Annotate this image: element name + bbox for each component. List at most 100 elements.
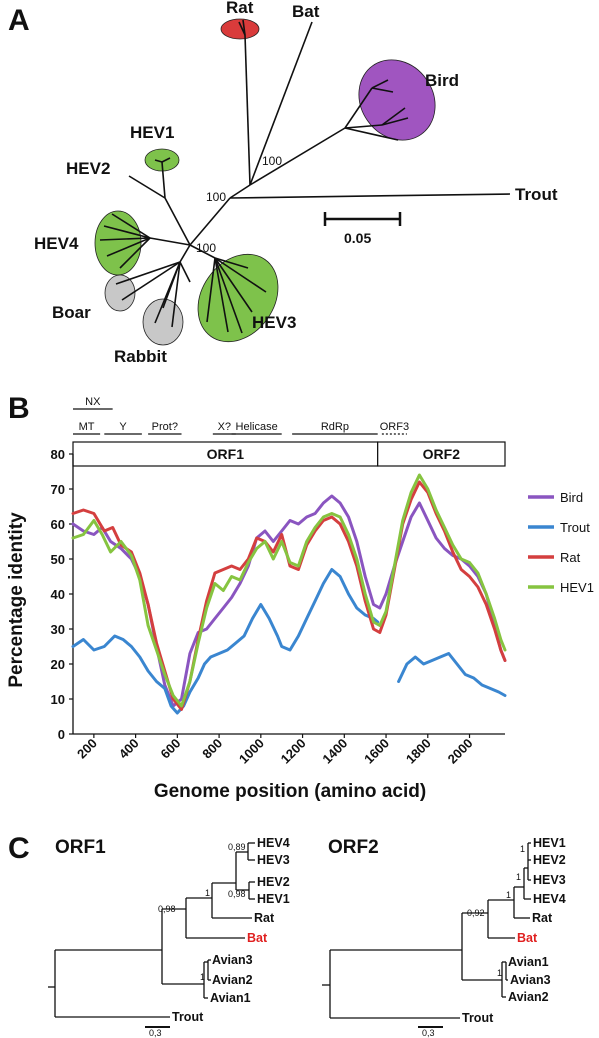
tip-label-hev2: HEV2 <box>66 159 110 178</box>
x-tick-label: 1600 <box>361 736 392 767</box>
scale-bar-a <box>323 212 402 226</box>
orf-boxes: ORF1 ORF2 <box>72 441 506 467</box>
bird-clade-ellipse <box>358 59 436 141</box>
orf1-support-rat: 1 <box>205 888 210 898</box>
bootstrap-main: 100 <box>206 190 226 204</box>
hev3-clade-ellipse <box>197 253 279 343</box>
bootstrap-bird-trout: 100 <box>262 154 282 168</box>
tip-label-trout: Trout <box>515 185 558 204</box>
domain-label: Y <box>119 421 127 433</box>
x-tick-label: 1400 <box>319 736 350 767</box>
chart-series <box>71 473 507 715</box>
orf2-tip-hev1: HEV1 <box>533 836 566 850</box>
y-tick-label: 10 <box>51 692 65 707</box>
orf2-tip-avian3: Avian3 <box>510 973 551 987</box>
panel-a: A <box>8 0 558 366</box>
tip-label-rabbit: Rabbit <box>114 347 167 366</box>
orf2-support-avian: 1 <box>497 968 502 978</box>
orf2-tip-avian2: Avian2 <box>508 990 549 1004</box>
x-tick-label: 400 <box>116 736 142 762</box>
orf2-support-hev4: 1 <box>516 872 521 882</box>
domain-label: X? <box>218 421 231 433</box>
orf2-tip-rat: Rat <box>532 911 553 925</box>
chart-axes: 0 10 20 30 40 50 60 70 80 200 400 600 800 1000 1200 140… <box>51 447 505 767</box>
orf2-tip-hev4: HEV4 <box>533 892 566 906</box>
orf1-tip-avian1: Avian1 <box>210 991 251 1005</box>
domain-label: Helicase <box>236 421 278 433</box>
orf1-tip-avian2: Avian2 <box>212 973 253 987</box>
orf2-tip-hev3: HEV3 <box>533 873 566 887</box>
orf2-tip-bat: Bat <box>517 931 538 945</box>
y-tick-label: 40 <box>51 587 65 602</box>
orf1-scale-label: 0,3 <box>149 1028 162 1038</box>
orf-label: ORF2 <box>423 446 461 462</box>
panel-c: C ORF1 <box>8 832 566 1038</box>
domain-label: NX <box>85 396 101 408</box>
orf1-tree: ORF1 <box>48 836 290 1038</box>
legend-label: HEV1 <box>560 580 594 595</box>
domain-label: RdRp <box>321 421 349 433</box>
chart-legend: Bird Trout Rat HEV1 <box>528 490 594 595</box>
x-axis-title: Genome position (amino acid) <box>154 781 426 802</box>
orf1-support-hev12: 0,98 <box>228 889 246 899</box>
bootstrap-hev: 100 <box>196 241 216 255</box>
scale-bar-a-label: 0.05 <box>344 230 371 246</box>
orf1-tip-hev1: HEV1 <box>257 892 290 906</box>
legend-label: Bird <box>560 490 583 505</box>
orf2-tree-title: ORF2 <box>328 837 379 858</box>
orf2-tree: ORF2 <box>322 836 566 1038</box>
panel-b-letter: B <box>8 392 30 425</box>
tip-label-bird: Bird <box>425 71 459 90</box>
series-line-rat <box>71 480 507 711</box>
y-tick-label: 30 <box>51 622 65 637</box>
hev4-clade-ellipse <box>94 210 142 276</box>
x-tick-label: 600 <box>158 736 184 762</box>
x-tick-label: 200 <box>74 736 100 762</box>
y-axis-title: Percentage identity <box>6 512 27 688</box>
y-tick-label: 0 <box>58 727 65 742</box>
y-tick-label: 50 <box>51 552 65 567</box>
rabbit-clade-ellipse <box>142 298 184 346</box>
orf2-support-hev: 1 <box>520 844 525 854</box>
y-tick-label: 80 <box>51 447 65 462</box>
series-line-trout <box>397 652 507 697</box>
series-line-bird <box>71 494 507 708</box>
domain-label: Prot? <box>152 421 178 433</box>
x-tick-label: 1000 <box>236 736 267 767</box>
tip-label-boar: Boar <box>52 303 91 322</box>
orf2-tip-trout: Trout <box>462 1011 494 1025</box>
tip-label-hev3: HEV3 <box>252 313 296 332</box>
panel-a-letter: A <box>8 4 30 37</box>
orf-label: ORF1 <box>207 446 245 462</box>
x-tick-label: 1800 <box>403 736 434 767</box>
orf2-scale-label: 0,3 <box>422 1028 435 1038</box>
orf1-tip-avian3: Avian3 <box>212 953 253 967</box>
panel-c-letter: C <box>8 832 30 865</box>
legend-label: Rat <box>560 550 581 565</box>
orf1-support-bat: 0,98 <box>158 904 176 914</box>
orf1-tip-rat: Rat <box>254 911 275 925</box>
x-tick-label: 800 <box>199 736 225 762</box>
orf1-support-avian: 1 <box>200 972 205 982</box>
y-tick-label: 20 <box>51 657 65 672</box>
orf1-tip-hev4: HEV4 <box>257 836 290 850</box>
orf1-tip-bat: Bat <box>247 931 268 945</box>
unrooted-tree <box>99 19 511 334</box>
tip-label-rat: Rat <box>226 0 254 17</box>
domain-label: MT <box>79 421 95 433</box>
orf2-support-rat: 1 <box>506 890 511 900</box>
tip-label-hev4: HEV4 <box>34 234 79 253</box>
orf1-tip-trout: Trout <box>172 1010 204 1024</box>
orf2-tip-hev2: HEV2 <box>533 853 566 867</box>
orf-box <box>72 441 379 467</box>
orf2-tip-avian1: Avian1 <box>508 955 549 969</box>
boar-clade-ellipse <box>104 274 136 312</box>
orf1-support-hev34: 0,89 <box>228 842 246 852</box>
y-tick-label: 70 <box>51 482 65 497</box>
x-tick-label: 2000 <box>445 736 476 767</box>
rat-clade-ellipse <box>220 18 260 40</box>
y-tick-label: 60 <box>51 517 65 532</box>
x-tick-label: 1200 <box>278 736 309 767</box>
